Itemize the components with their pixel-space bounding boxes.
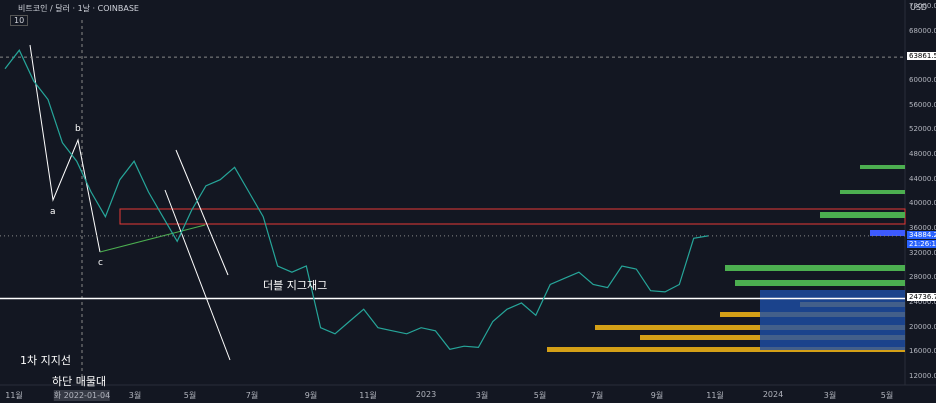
price-tick-label: 16000.00 <box>909 347 936 356</box>
time-tick-label: 3월 <box>823 391 837 400</box>
price-tick-label: 60000.00 <box>909 76 936 84</box>
time-tick-label: 5월 <box>183 391 197 400</box>
channel-line <box>164 189 231 361</box>
price-tick-label: 48000.00 <box>909 150 936 158</box>
time-tick-label: 2024 <box>762 390 784 399</box>
wave-label: c <box>98 258 103 268</box>
wave-label: a <box>50 207 56 217</box>
price-tick-label: 12000.00 <box>909 372 936 380</box>
price-marker: 24736.79 <box>907 293 936 302</box>
price-tick-label: 32000.00 <box>909 248 936 257</box>
resistance-box <box>119 208 906 225</box>
price-tick-label: 28000.00 <box>909 273 936 282</box>
support-label: 1차 지지선 <box>20 354 71 367</box>
time-tick-label: 5월 <box>533 391 547 400</box>
price-trace <box>4 49 709 350</box>
price-tick-label: 68000.00 <box>909 26 936 35</box>
price-tick-label: 72000.00 <box>909 2 936 10</box>
time-tick-label: 11월 <box>706 391 724 400</box>
countdown: 21:26:16 <box>907 239 936 248</box>
wave-line <box>29 44 101 253</box>
price-tick-label: 56000.00 <box>909 100 936 109</box>
symbol-title[interactable]: 비트코인 / 달러 · 1날 · COINBASE <box>18 4 139 13</box>
time-tick-label: 화 2022-01-04 <box>53 390 111 401</box>
time-tick-label: 3월 <box>128 391 142 400</box>
price-tick-label: 24000.00 <box>909 298 936 306</box>
channel-line <box>175 149 229 276</box>
time-tick-label: 3월 <box>475 391 489 400</box>
price-tick-label: 40000.00 <box>909 199 936 208</box>
trend-line <box>99 224 206 253</box>
pattern-label: 더블 지그재그 <box>263 279 328 292</box>
time-tick-label: 9월 <box>650 391 664 400</box>
price-tick-label: 20000.00 <box>909 322 936 331</box>
price-marker: 34884.27 <box>907 230 936 239</box>
wave-label: b <box>75 124 81 134</box>
time-tick-label: 2023 <box>415 390 437 399</box>
price-tick-label: 36000.00 <box>909 224 936 232</box>
time-tick-label: 7월 <box>245 391 259 400</box>
currency-label[interactable]: USD <box>910 3 928 12</box>
time-tick-label: 11월 <box>5 391 23 400</box>
price-tick-label: 44000.00 <box>909 174 936 183</box>
volume-profile <box>547 165 905 352</box>
price-marker: 63861.57 <box>907 52 936 61</box>
time-tick-label: 9월 <box>304 391 318 400</box>
zone-label: 하단 매물대 <box>52 375 107 388</box>
time-tick-label: 11월 <box>359 391 377 400</box>
price-tick-label: 52000.00 <box>909 125 936 134</box>
time-tick-label: 5월 <box>880 391 894 400</box>
price-axis-bg <box>905 0 936 403</box>
time-tick-label: 7월 <box>590 391 604 400</box>
indicator-badge[interactable]: 10 <box>10 15 29 26</box>
